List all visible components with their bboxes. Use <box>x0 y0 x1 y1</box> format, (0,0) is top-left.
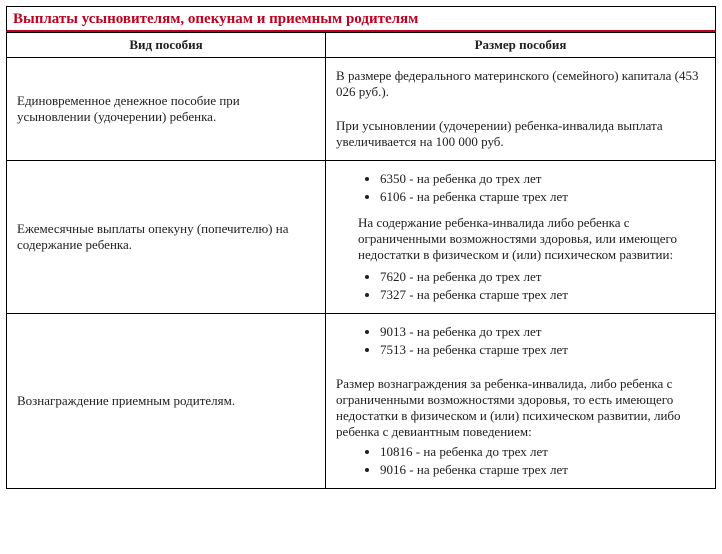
benefit-type-cell: Ежемесячные выплаты опекуну (попечителю)… <box>7 161 326 314</box>
benefits-table: Вид пособия Размер пособия Единовременно… <box>6 32 716 489</box>
page-title: Выплаты усыновителям, опекунам и приемны… <box>6 6 716 32</box>
list-item: 9013 - на ребенка до трех лет <box>380 324 705 340</box>
list-item: 7513 - на ребенка старше трех лет <box>380 342 705 358</box>
table-row: Вознаграждение приемным родителям. 9013 … <box>7 314 716 489</box>
benefit-amount-cell: 9013 - на ребенка до трех лет 7513 - на … <box>326 314 716 489</box>
list-item: 6106 - на ребенка старше трех лет <box>380 189 705 205</box>
list-item: 9016 - на ребенка старше трех лет <box>380 462 705 478</box>
amount-paragraph: При усыновлении (удочерении) ребенка-инв… <box>336 118 705 150</box>
col-header-type: Вид пособия <box>7 33 326 58</box>
benefit-amount-cell: 6350 - на ребенка до трех лет 6106 - на … <box>326 161 716 314</box>
benefit-type-cell: Вознаграждение приемным родителям. <box>7 314 326 489</box>
amount-paragraph: В размере федерального материнского (сем… <box>336 68 705 100</box>
benefit-type-cell: Единовременное денежное пособие при усын… <box>7 58 326 161</box>
amount-paragraph: На содержание ребенка-инвалида либо ребе… <box>336 215 705 263</box>
amount-list: 7620 - на ребенка до трех лет 7327 - на … <box>336 269 705 303</box>
amount-paragraph: Размер вознаграждения за ребенка-инвалид… <box>336 376 705 440</box>
table-row: Ежемесячные выплаты опекуну (попечителю)… <box>7 161 716 314</box>
amount-list: 10816 - на ребенка до трех лет 9016 - на… <box>336 444 705 478</box>
table-header-row: Вид пособия Размер пособия <box>7 33 716 58</box>
amount-list: 9013 - на ребенка до трех лет 7513 - на … <box>336 324 705 358</box>
table-row: Единовременное денежное пособие при усын… <box>7 58 716 161</box>
benefit-type-text: Ежемесячные выплаты опекуну (попечителю)… <box>17 221 288 252</box>
col-header-amount: Размер пособия <box>326 33 716 58</box>
list-item: 7327 - на ребенка старше трех лет <box>380 287 705 303</box>
benefit-type-text: Вознаграждение приемным родителям. <box>17 393 235 408</box>
list-item: 6350 - на ребенка до трех лет <box>380 171 705 187</box>
benefit-amount-cell: В размере федерального материнского (сем… <box>326 58 716 161</box>
benefit-type-text: Единовременное денежное пособие при усын… <box>17 93 240 124</box>
amount-list: 6350 - на ребенка до трех лет 6106 - на … <box>336 171 705 205</box>
list-item: 10816 - на ребенка до трех лет <box>380 444 705 460</box>
list-item: 7620 - на ребенка до трех лет <box>380 269 705 285</box>
